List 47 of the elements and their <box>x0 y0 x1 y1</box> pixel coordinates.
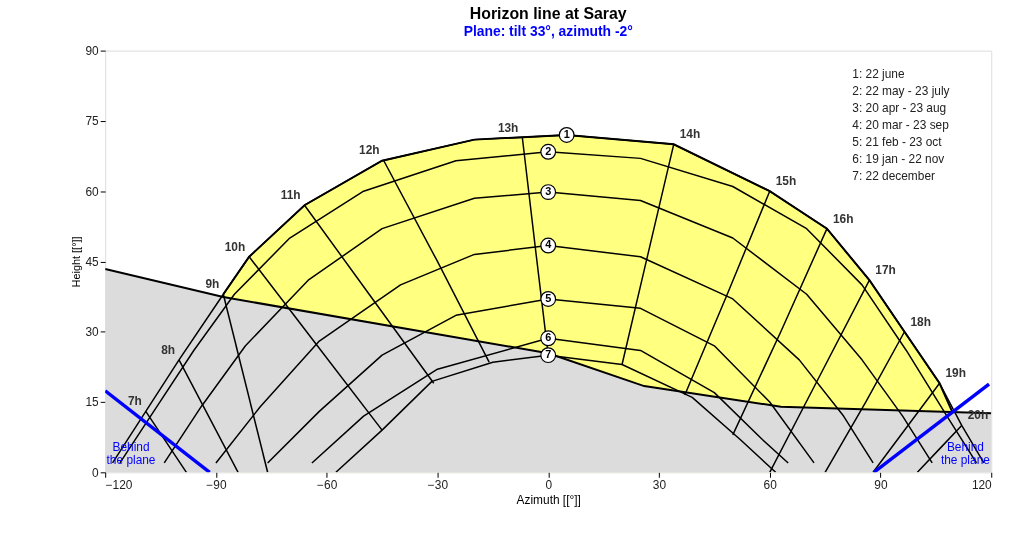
annotation: 16h <box>832 211 854 226</box>
annotation: 7h <box>127 394 142 409</box>
annotation: 17h <box>875 263 896 278</box>
annotation: 4: 20 mar - 23 sep <box>852 117 950 132</box>
x-tick-label: −90 <box>206 477 227 492</box>
chart-title: Horizon line at Saray <box>469 4 627 22</box>
x-tick-label: 120 <box>971 477 993 492</box>
x-axis-title: Azimuth [[°]] <box>516 492 581 507</box>
annotation: 15h <box>775 174 797 189</box>
x-tick-label: −60 <box>317 477 338 492</box>
annotation: 14h <box>679 127 701 142</box>
annotation: 1 <box>563 127 570 140</box>
annotation: 7: 22 december <box>852 168 935 183</box>
annotation: 19h <box>945 366 967 381</box>
annotation: 12h <box>359 143 380 158</box>
annotation: 9h <box>205 277 220 292</box>
x-tick-label: −120 <box>105 477 133 492</box>
annotation: 2 <box>545 144 552 157</box>
annotation: 7 <box>545 348 552 361</box>
y-tick-label: 30 <box>85 325 100 340</box>
y-tick-label: 0 <box>92 465 100 480</box>
annotation: 10h <box>224 239 246 254</box>
annotation: 5: 21 feb - 23 oct <box>852 134 943 149</box>
annotation: 2: 22 may - 23 july <box>852 84 950 99</box>
x-tick-label: 30 <box>652 477 667 492</box>
y-axis-title: Height [[°]] <box>69 236 82 288</box>
annotation: 18h <box>910 314 931 329</box>
annotation: 3: 20 apr - 23 aug <box>852 101 947 116</box>
annotation: 6: 19 jan - 22 nov <box>852 151 945 166</box>
y-tick-label: 45 <box>85 254 100 269</box>
annotation: 11h <box>280 188 301 203</box>
x-tick-label: 90 <box>874 477 888 492</box>
y-tick-label: 60 <box>85 184 100 199</box>
x-tick-label: 0 <box>545 477 553 492</box>
annotation: 5 <box>545 291 552 304</box>
annotation: 3 <box>545 185 552 198</box>
annotation: 4 <box>545 238 552 251</box>
annotation: 6 <box>545 331 552 344</box>
x-tick-label: −30 <box>427 477 449 492</box>
annotation: 13h <box>497 120 519 135</box>
y-tick-label: 15 <box>85 395 100 410</box>
x-tick-label: 60 <box>763 477 778 492</box>
y-tick-label: 75 <box>85 114 100 129</box>
y-tick-label: 90 <box>85 44 100 59</box>
annotation: 8h <box>161 342 176 357</box>
annotation: 1: 22 june <box>852 67 905 82</box>
chart-subtitle: Plane: tilt 33°, azimuth -2° <box>463 22 633 39</box>
